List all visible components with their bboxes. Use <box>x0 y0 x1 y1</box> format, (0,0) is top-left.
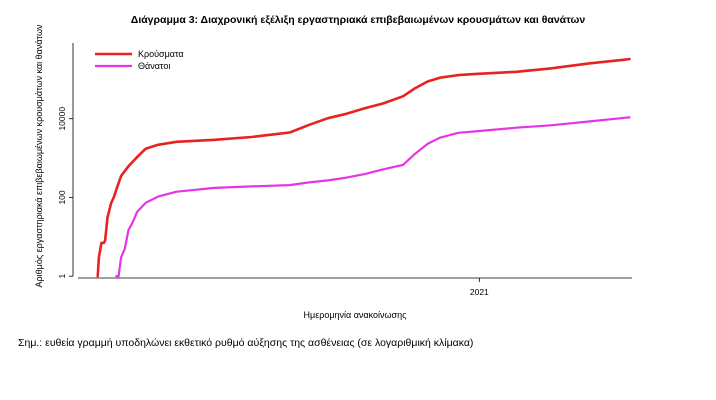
x-axis: 2021 <box>78 277 632 297</box>
y-tick-label: 100 <box>57 190 67 204</box>
footnote: Σημ.: ευθεία γραμμή υποδηλώνει εκθετικό … <box>18 337 474 349</box>
x-tick-label: 2021 <box>470 287 489 297</box>
legend: Κρούσματα Θάνατοι <box>95 49 184 71</box>
series-group <box>96 57 631 278</box>
chart-title: Διάγραμμα 3: Διαχρονική εξέλιξη εργαστηρ… <box>131 14 586 26</box>
y-axis: 1 100 10000 <box>57 43 74 279</box>
y-tick-label: 1 <box>57 274 67 279</box>
y-axis-label: Αριθμός εργαστηριακά επιβεβαιωμένων κρου… <box>34 24 44 287</box>
series-line-cases <box>96 57 631 278</box>
x-axis-label: Ημερομηνία ανακοίνωσης <box>304 310 408 320</box>
series-line-deaths <box>115 116 631 278</box>
legend-label-deaths: Θάνατοι <box>138 61 170 71</box>
legend-label-cases: Κρούσματα <box>138 49 184 59</box>
y-tick-label: 10000 <box>57 107 67 131</box>
